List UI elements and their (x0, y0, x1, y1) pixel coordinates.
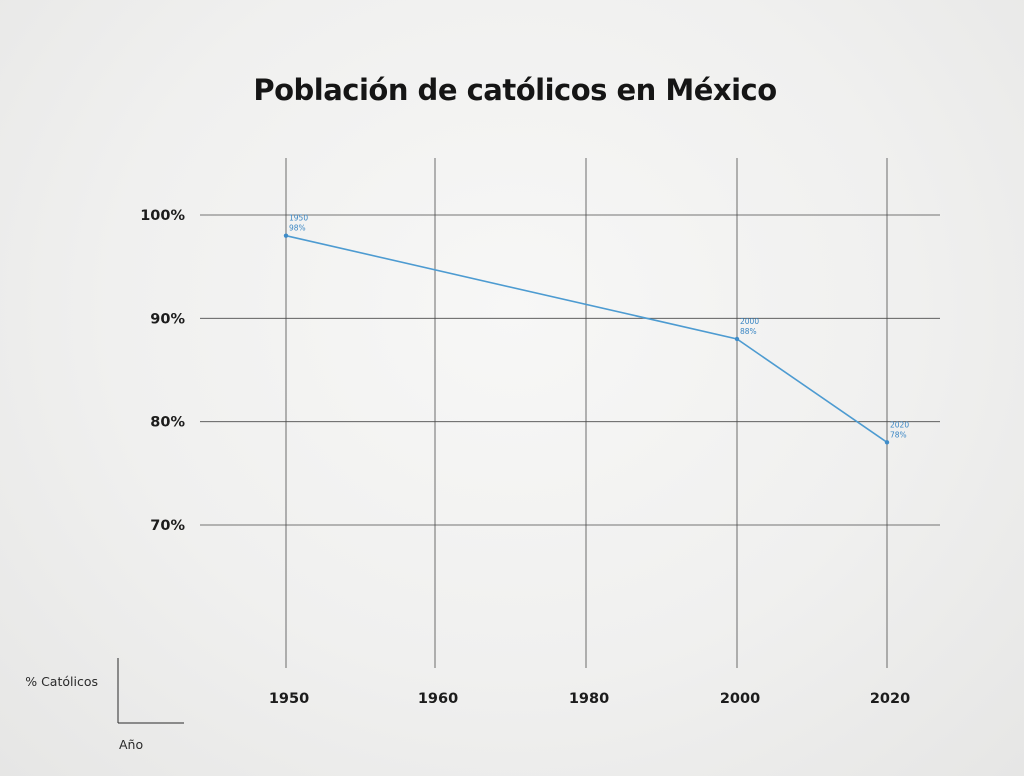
axis-key: % Católicos Año (25, 658, 184, 752)
data-label-year: 1950 (289, 214, 308, 223)
x-tick-label: 1950 (269, 691, 309, 707)
y-tick-label: 80% (150, 415, 185, 431)
y-axis-ticks: 100% 90% 80% 70% (140, 208, 185, 534)
y-tick-label: 70% (150, 518, 185, 534)
x-tick-label: 1980 (569, 691, 609, 707)
data-label-value: 98% (289, 224, 306, 233)
x-axis-label: Año (119, 737, 143, 752)
y-tick-label: 100% (140, 208, 185, 224)
series-line (285, 234, 888, 443)
series (283, 233, 890, 445)
data-label-year: 2000 (740, 317, 759, 326)
x-axis-ticks: 1950 1960 1980 2000 2020 (269, 691, 910, 707)
x-tick-label: 2000 (720, 691, 760, 707)
data-point (884, 440, 890, 445)
y-tick-label: 90% (150, 311, 185, 327)
data-point (283, 233, 289, 238)
data-label-value: 78% (890, 430, 907, 439)
x-tick-label: 1960 (418, 691, 458, 707)
chart-title: Población de católicos en México (253, 73, 776, 107)
y-axis-label: % Católicos (25, 674, 98, 689)
grid (200, 158, 940, 668)
x-tick-label: 2020 (870, 691, 910, 707)
data-point (734, 336, 740, 342)
data-label-year: 2020 (890, 420, 909, 429)
data-label-value: 88% (740, 327, 757, 336)
